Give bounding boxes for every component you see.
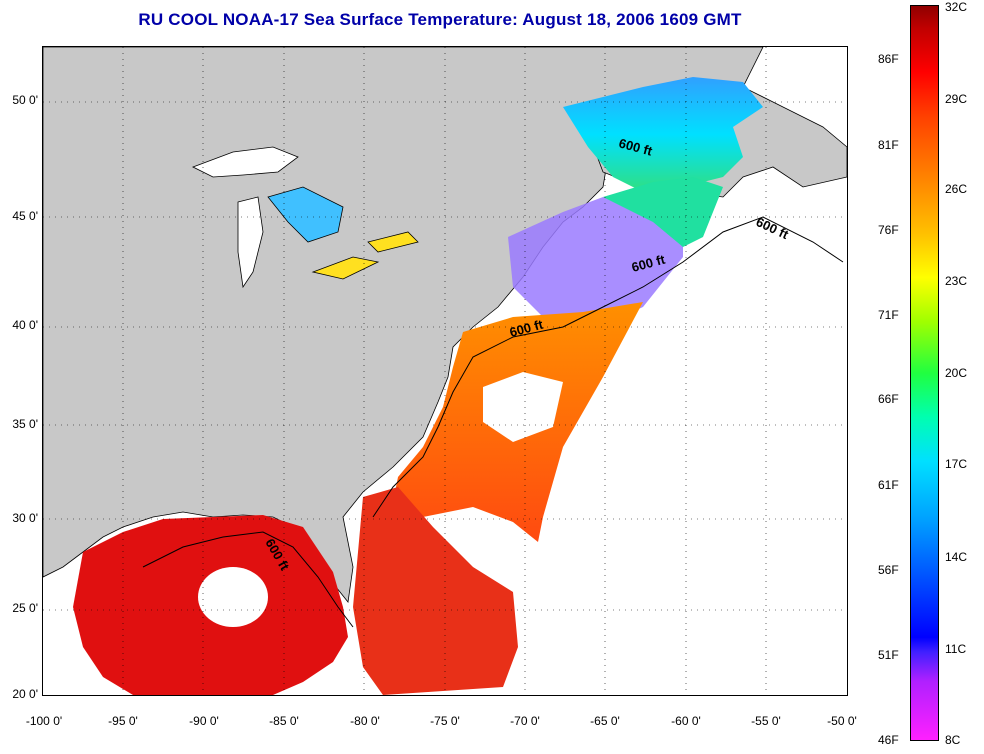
isobath-600ft (142, 216, 844, 628)
colorbar-c-label: 26C (945, 182, 968, 196)
colorbar-c-label: 17C (945, 457, 968, 471)
land-mass (43, 47, 764, 603)
gulf-of-st-lawrence-sst (563, 77, 763, 192)
sst-map: 600 ft 600 ft 600 ft 600 ft 600 ft (42, 46, 848, 696)
cloud-no-data-atlantic (483, 372, 563, 442)
colorbar-f-label: 71F (878, 308, 899, 322)
colorbar-c-label: 11C (945, 642, 967, 656)
lon-label: -60 0' (671, 714, 701, 728)
colorbar-c-label: 8C (945, 733, 961, 747)
gulf-of-maine-sst (508, 197, 683, 332)
colorbar-f-label: 56F (878, 563, 899, 577)
colorbar-f-label: 61F (878, 478, 899, 492)
lat-label: 40 0' (12, 318, 38, 332)
lat-label: 30 0' (12, 511, 38, 525)
lat-label: 35 0' (12, 417, 38, 431)
lake-ontario (367, 231, 419, 253)
temperature-colorbar (910, 5, 939, 741)
lon-label: -65 0' (590, 714, 620, 728)
lon-label: -50 0' (827, 714, 857, 728)
cloud-no-data-gulf (198, 567, 268, 627)
lon-label: -75 0' (430, 714, 460, 728)
colorbar-c-label: 20C (945, 366, 968, 380)
lake-superior (192, 146, 299, 178)
lat-label: 25 0' (12, 601, 38, 615)
lat-label: 45 0' (12, 209, 38, 223)
colorbar-c-label: 14C (945, 550, 968, 564)
lake-huron (267, 186, 344, 243)
lon-label: -80 0' (350, 714, 380, 728)
lon-label: -95 0' (108, 714, 138, 728)
colorbar-f-label: 86F (878, 52, 899, 66)
colorbar-f-label: 66F (878, 392, 899, 406)
lake-michigan (237, 196, 264, 289)
lon-label: -85 0' (269, 714, 299, 728)
colorbar-f-label: 81F (878, 138, 899, 152)
map-canvas: 600 ft 600 ft 600 ft 600 ft 600 ft (43, 47, 847, 695)
contour-label: 600 ft (754, 214, 792, 242)
colorbar-c-label: 29C (945, 92, 968, 106)
lat-label: 20 0' (12, 687, 38, 701)
colorbar-c-label: 23C (945, 274, 968, 288)
map-title: RU COOL NOAA-17 Sea Surface Temperature:… (138, 10, 742, 29)
lon-label: -100 0' (25, 714, 63, 728)
lake-erie (311, 256, 380, 280)
lon-label: -90 0' (189, 714, 219, 728)
lon-label: -55 0' (751, 714, 781, 728)
colorbar-f-label: 51F (878, 648, 899, 662)
lat-label: 50 0' (12, 93, 38, 107)
graticule (43, 47, 847, 695)
colorbar-f-label: 76F (878, 223, 899, 237)
lon-label: -70 0' (510, 714, 540, 728)
colorbar-f-label: 46F (878, 733, 899, 747)
colorbar-c-label: 32C (945, 0, 968, 14)
south-atlantic-sst (353, 487, 518, 695)
scotian-shelf-sst (603, 177, 723, 247)
